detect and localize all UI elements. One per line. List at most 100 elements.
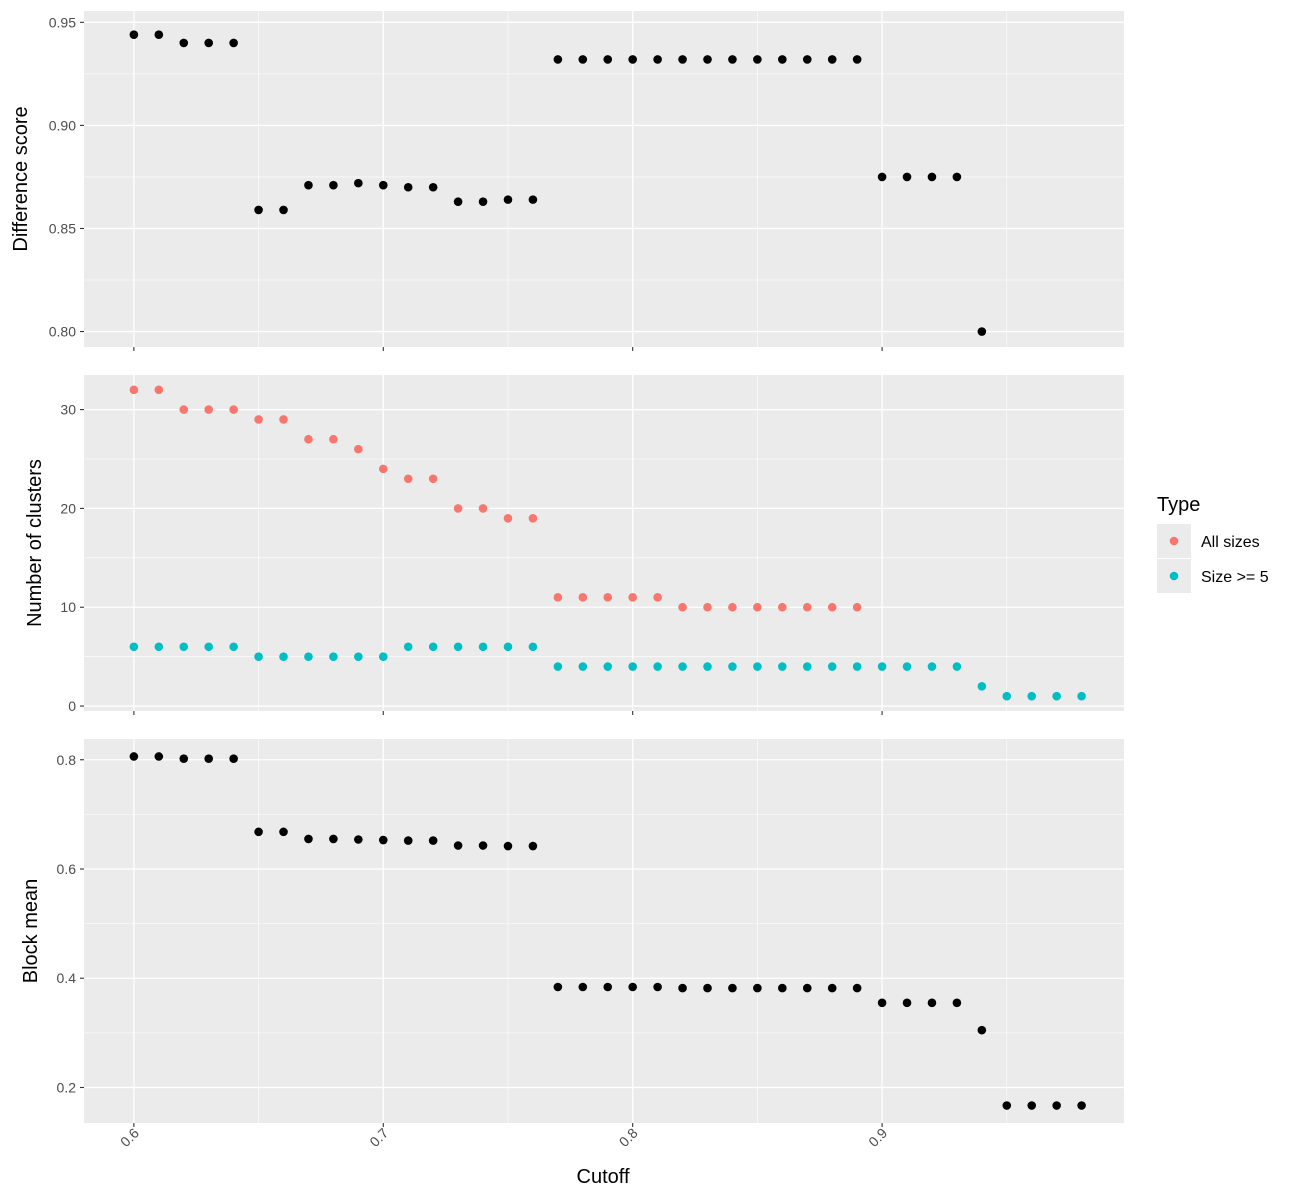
data-point xyxy=(254,652,263,661)
x-tick-label: 0.7 xyxy=(366,1125,391,1150)
data-point xyxy=(877,172,887,182)
data-point xyxy=(977,1025,987,1035)
data-point xyxy=(628,593,637,602)
data-point xyxy=(254,827,263,837)
data-point xyxy=(378,180,388,190)
legend-label-size-ge-5: Size >= 5 xyxy=(1201,569,1269,586)
data-point xyxy=(204,642,214,652)
data-point xyxy=(229,405,238,414)
data-point xyxy=(304,180,313,190)
legend: Type All sizes Size >= 5 xyxy=(1157,494,1269,593)
panel-background xyxy=(84,375,1124,711)
data-point xyxy=(753,602,762,612)
y-tick-label: 0.8 xyxy=(57,752,77,768)
data-point xyxy=(802,602,812,612)
data-point xyxy=(354,835,363,844)
y-tick-label: 0.95 xyxy=(49,14,76,30)
panel-3: 0.2 0.4 0.6 0.8 Block mean xyxy=(20,739,1124,1127)
data-point xyxy=(852,602,862,612)
data-point xyxy=(378,464,388,474)
data-point xyxy=(354,178,363,188)
data-point xyxy=(653,662,662,671)
data-point xyxy=(827,662,837,671)
data-point xyxy=(678,983,687,993)
data-point xyxy=(403,836,413,845)
data-point xyxy=(927,172,937,182)
x-tick-label: 0.8 xyxy=(616,1125,641,1150)
data-point xyxy=(952,662,962,671)
panels-layer: 0.80 0.85 0.90 0.95 Difference score 0 10 20 30 N… xyxy=(10,11,1124,1127)
data-point xyxy=(179,405,189,414)
data-point xyxy=(478,504,488,513)
data-point xyxy=(154,752,164,761)
data-point xyxy=(753,662,762,671)
data-point xyxy=(802,983,812,993)
data-point xyxy=(778,602,787,612)
y-axis-title: Number of clusters xyxy=(24,459,46,627)
data-point xyxy=(129,385,139,395)
data-point xyxy=(279,652,288,661)
data-point xyxy=(753,983,762,993)
data-point xyxy=(129,752,139,761)
data-point xyxy=(453,197,463,206)
data-point xyxy=(1052,691,1061,701)
data-point xyxy=(204,754,214,763)
data-point xyxy=(478,197,488,206)
x-tick-label: 0.9 xyxy=(865,1125,890,1150)
panel-1: 0.80 0.85 0.90 0.95 Difference score xyxy=(10,11,1124,351)
data-point xyxy=(154,385,164,395)
data-point xyxy=(877,662,887,671)
data-point xyxy=(428,836,438,845)
data-point xyxy=(802,55,812,64)
legend-title: Type xyxy=(1157,494,1200,516)
data-point xyxy=(827,983,837,993)
data-point xyxy=(254,205,263,215)
data-point xyxy=(229,642,238,652)
data-point xyxy=(329,652,338,661)
data-point xyxy=(578,662,588,671)
x-tick-label: 0.6 xyxy=(117,1125,142,1150)
data-point xyxy=(204,38,214,48)
data-point xyxy=(653,982,662,992)
data-point xyxy=(304,434,313,444)
data-point xyxy=(603,982,613,992)
legend-swatch-size-ge-5 xyxy=(1169,571,1179,581)
data-point xyxy=(753,55,762,64)
data-point xyxy=(129,642,139,652)
data-point xyxy=(977,681,987,691)
data-point xyxy=(852,662,862,671)
data-point xyxy=(628,662,637,671)
data-point xyxy=(827,55,837,64)
data-point xyxy=(678,662,687,671)
data-point xyxy=(802,662,812,671)
data-point xyxy=(528,642,538,652)
data-point xyxy=(952,172,962,182)
y-tick-label: 0.80 xyxy=(49,324,76,340)
data-point xyxy=(354,444,363,454)
data-point xyxy=(129,30,139,40)
data-point xyxy=(553,593,563,602)
data-point xyxy=(778,983,787,993)
data-point xyxy=(553,55,563,64)
data-point xyxy=(528,513,538,523)
data-point xyxy=(578,982,588,992)
data-point xyxy=(728,602,737,612)
data-point xyxy=(279,827,288,837)
data-point xyxy=(927,998,937,1008)
panel-background xyxy=(84,11,1124,347)
data-point xyxy=(304,652,313,661)
data-point xyxy=(229,38,238,48)
data-point xyxy=(578,55,588,64)
data-point xyxy=(728,983,737,993)
data-point xyxy=(703,662,712,671)
data-point xyxy=(179,38,189,48)
data-point xyxy=(154,30,164,40)
data-point xyxy=(728,662,737,671)
y-axis-title: Block mean xyxy=(20,879,42,984)
data-point xyxy=(553,662,563,671)
data-point xyxy=(927,662,937,671)
data-point xyxy=(478,642,488,652)
data-point xyxy=(902,998,912,1008)
data-point xyxy=(902,662,912,671)
